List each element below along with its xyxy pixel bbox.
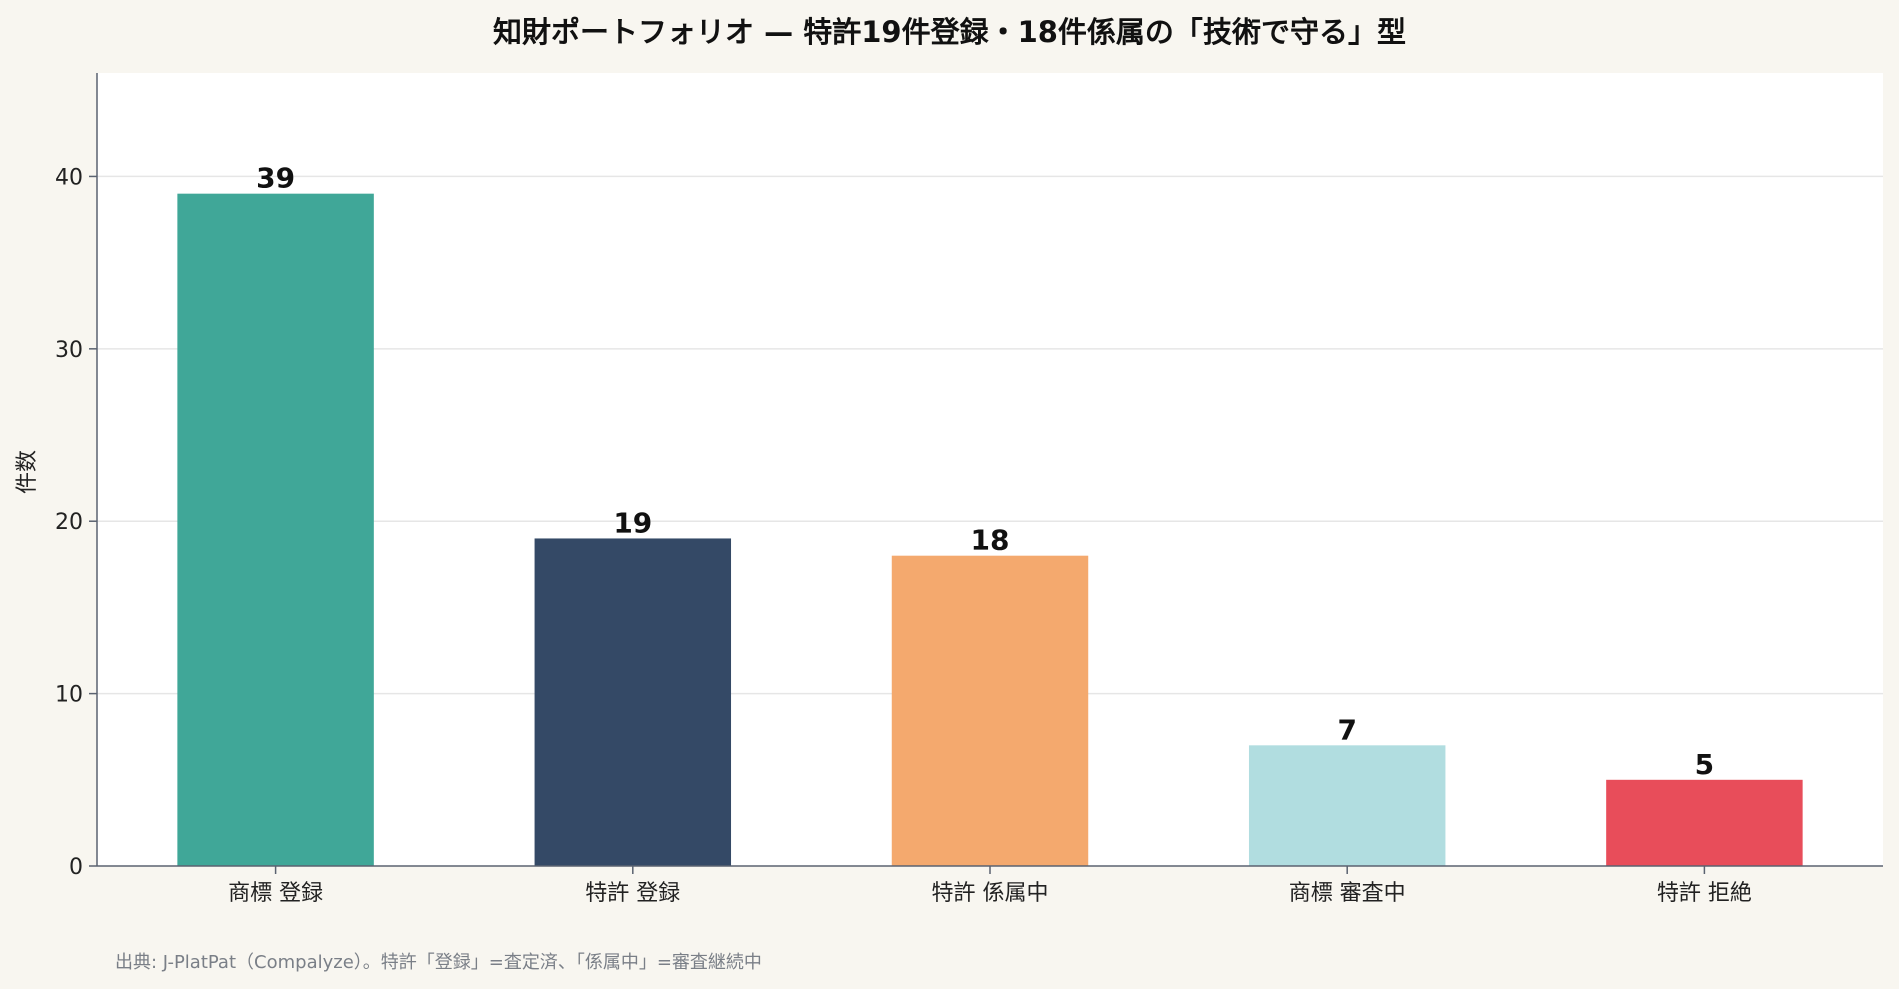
x-tick-label: 商標 登録 (228, 881, 323, 906)
bar (1606, 779, 1803, 866)
bar (1248, 745, 1446, 866)
y-tick-label: 40 (55, 165, 83, 190)
bar (891, 555, 1089, 866)
bar-value-label: 19 (613, 506, 652, 539)
bar-value-label: 18 (971, 524, 1010, 557)
value-labels: 39 19 18 7 5 (256, 162, 1714, 781)
x-tick-label: 特許 拒絶 (1657, 881, 1752, 906)
y-tick-label: 0 (69, 855, 83, 880)
bar-value-label: 39 (256, 162, 295, 195)
bar-value-label: 7 (1337, 713, 1356, 746)
y-tick-label: 10 (55, 683, 83, 708)
x-tick-label: 商標 審査中 (1289, 881, 1406, 906)
chart-title: 知財ポートフォリオ — 特許19件登録・18件係属の「技術で守る」型 (493, 15, 1406, 49)
grid-lines (97, 175, 1883, 695)
x-tick-labels: 商標 登録 特許 登録 特許 係属中 商標 審査中 特許 拒絶 (228, 866, 1752, 906)
source-note: 出典: J-PlatPat（Compalyze）。特許「登録」=査定済、「係属中… (115, 952, 762, 973)
y-axis-label: 件数 (15, 450, 40, 494)
x-tick-label: 特許 登録 (585, 881, 680, 906)
x-tick-label: 特許 係属中 (932, 881, 1049, 906)
y-tick-label: 30 (55, 338, 83, 363)
y-tick-label: 20 (55, 510, 83, 535)
bar (534, 538, 732, 866)
bar-value-label: 5 (1695, 748, 1714, 781)
bar (177, 193, 374, 866)
y-tick-labels: 0 10 20 30 40 (55, 165, 97, 880)
bars (177, 193, 1803, 866)
